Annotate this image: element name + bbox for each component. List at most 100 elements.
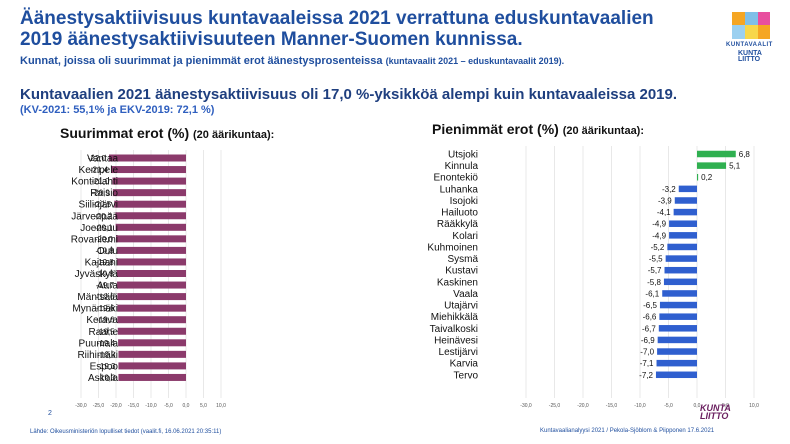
kuntaliitto-logo: KUNTA LIITTO (700, 403, 731, 421)
category-label-left: Rovaniemi (71, 234, 118, 245)
data-label-left: -19,8 (95, 246, 114, 255)
title-line-2: 2019 äänestysaktiivisuuteen Manner-Suome… (20, 29, 523, 50)
data-label-left: -20,2 (94, 212, 113, 221)
x-tick-label-right: 0,0 (694, 403, 701, 409)
bar-left (118, 362, 186, 370)
data-label-right: -6,7 (642, 324, 656, 333)
data-label-right: -6,5 (643, 301, 657, 310)
category-label-right: Miehikkälä (431, 312, 479, 323)
data-label-left: -22,0 (88, 154, 107, 163)
x-tick-label-left: 10,0 (216, 403, 226, 409)
x-tick-label-right: -30,0 (520, 403, 532, 409)
data-label-right: -7,1 (640, 359, 654, 368)
bar-left (118, 350, 186, 358)
bar-left (117, 316, 186, 324)
data-label-right: -5,8 (647, 278, 661, 287)
bar-left (116, 270, 186, 277)
x-tick-label-left: -30,0 (75, 403, 87, 409)
data-label-left: -20,1 (94, 223, 113, 232)
kuntavaalit-logo (732, 12, 772, 62)
data-label-left: -19,3 (97, 373, 116, 382)
bar-right (669, 220, 697, 227)
category-label-left: Mynämäki (72, 304, 118, 315)
category-label-left: Askola (88, 373, 118, 384)
data-label-left: -21,0 (91, 177, 110, 186)
data-label-left: -19,3 (97, 350, 116, 359)
category-label-right: Enontekiö (434, 173, 479, 184)
category-label-left: Mäntsälä (77, 292, 118, 303)
x-tick-label-right: -15,0 (606, 403, 618, 409)
category-label-right: Sysmä (447, 254, 478, 265)
headline: Kuntavaalien 2021 äänestysaktiivisuus ol… (20, 86, 678, 103)
bar-left (109, 154, 186, 162)
subtitle-small-text: (kuntavaalit 2021 – eduskuntavaalit 2019… (385, 56, 565, 66)
bar-right (662, 290, 697, 297)
bar-left (117, 304, 186, 312)
category-label-right: Taivalkoski (430, 324, 478, 335)
bar-left (118, 373, 186, 381)
category-label-right: Kuhmoinen (427, 242, 478, 253)
category-label-left: Joensuu (80, 223, 118, 234)
data-label-left: -19,8 (95, 258, 114, 267)
category-label-left: Järvenpää (71, 211, 118, 222)
data-label-right: 0,2 (701, 173, 713, 182)
category-label-right: Rääkkylä (437, 219, 479, 230)
bar-left (116, 235, 186, 243)
data-label-right: -4,9 (652, 220, 666, 229)
source-note: Lähde: Oikeusministeriön lopulliset tied… (30, 429, 222, 435)
category-label-right: Isojoki (450, 196, 478, 207)
category-label-right: Hailuoto (441, 208, 478, 219)
chart-title-right: Pienimmät erot (%) (20 äärikuntaa): (432, 121, 644, 137)
category-label-right: Utajärvi (444, 301, 478, 312)
bar-right (697, 162, 727, 169)
category-label-right: Kinnula (445, 161, 479, 172)
x-tick-label-left: -10,0 (145, 403, 157, 409)
category-label-left: Aura (97, 281, 119, 292)
bar-right (697, 150, 736, 158)
bar-right (659, 313, 697, 320)
data-label-left: -19,8 (95, 270, 114, 279)
x-tick-label-right: -20,0 (577, 403, 589, 409)
bar-right (656, 359, 697, 367)
data-label-left: -19,6 (96, 304, 115, 313)
subtitle-text: Kunnat, joissa oli suurimmat ja pienimmä… (20, 55, 383, 67)
category-label-left: Jyväskylä (75, 269, 119, 280)
bar-right (697, 173, 699, 181)
category-label-left: Kajaani (85, 257, 118, 268)
x-tick-label-right: 5,0 (722, 403, 729, 409)
x-tick-label-left: -25,0 (93, 403, 105, 409)
data-label-left: -19,6 (96, 293, 115, 302)
category-label-right: Kustavi (445, 266, 478, 277)
category-label-left: Siilinjärvi (79, 200, 118, 211)
page-subtitle: Kunnat, joissa oli suurimmat ja pienimmä… (20, 55, 564, 67)
data-label-left: -20,9 (92, 189, 111, 198)
bar-left (118, 339, 186, 347)
x-tick-label-right: -25,0 (549, 403, 561, 409)
headline-sub: (KV-2021: 55,1% ja EKV-2019: 72,1 %) (20, 104, 215, 116)
bar-left (117, 281, 186, 289)
data-label-right: 6,8 (739, 150, 751, 159)
bar-left (114, 200, 186, 208)
data-label-right: 5,1 (729, 162, 741, 171)
category-label-left: Raahe (89, 327, 119, 338)
category-label-left: Espoo (90, 361, 119, 372)
bar-right (664, 266, 697, 274)
data-label-right: -5,2 (651, 243, 665, 252)
page-title: Äänestysaktiivisuus kuntavaaleissa 2021 … (20, 8, 720, 50)
bar-right (674, 197, 697, 204)
bar-left (115, 223, 186, 231)
bar-left (115, 212, 186, 220)
bar-left (116, 258, 186, 266)
logo-text-kuntavaalit: KUNTAVAALIT (726, 42, 773, 48)
data-label-left: -19,7 (96, 281, 115, 290)
bar-left (111, 166, 186, 174)
bar-right (657, 348, 697, 355)
category-label-left: Kontiolahti (71, 177, 118, 188)
data-label-right: -6,1 (645, 289, 659, 298)
x-tick-label-right: -10,0 (634, 403, 646, 409)
category-label-left: Vantaa (87, 154, 118, 165)
data-label-right: -6,6 (643, 313, 657, 322)
category-label-right: Heinävesi (434, 335, 478, 346)
bar-left (116, 246, 186, 254)
category-label-right: Tervo (454, 370, 479, 381)
